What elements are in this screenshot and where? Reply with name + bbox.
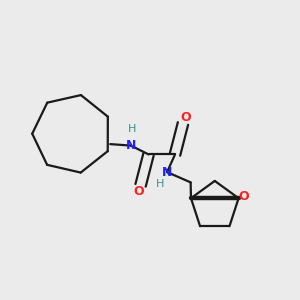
Text: N: N	[126, 139, 136, 152]
Text: H: H	[128, 124, 136, 134]
Text: N: N	[162, 166, 172, 178]
Text: O: O	[238, 190, 249, 203]
Text: O: O	[180, 110, 190, 124]
Text: O: O	[133, 185, 143, 198]
Text: H: H	[155, 179, 164, 189]
